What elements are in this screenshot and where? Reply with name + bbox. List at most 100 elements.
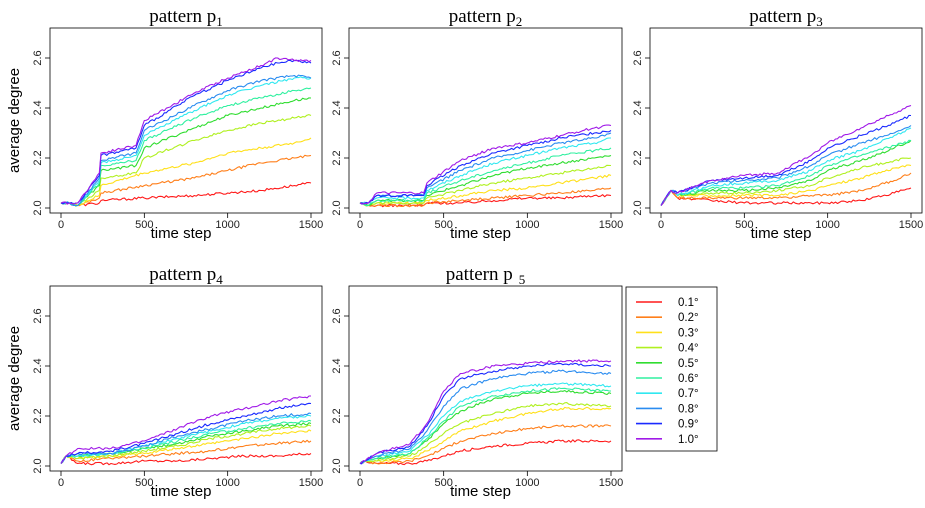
panel-title-subscript: 5: [519, 272, 526, 287]
x-tick-label: 1000: [815, 219, 839, 231]
x-tick-label: 1500: [899, 219, 923, 231]
series-line-0.1°: [60, 452, 312, 466]
y-tick-label: 2.2: [632, 150, 644, 165]
panel-title: pattern p1: [149, 6, 223, 29]
plot-frame: [348, 285, 623, 472]
legend-label: 0.4°: [678, 343, 699, 355]
series-line-0.7°: [359, 382, 612, 464]
series-line-1.0°: [359, 124, 612, 205]
x-tick-label: 1500: [599, 219, 623, 231]
series-line-1.0°: [60, 57, 312, 205]
y-tick-label: 2.6: [32, 50, 44, 65]
panel-title-main: pattern p: [449, 6, 516, 27]
x-tick-label: 1000: [515, 219, 539, 231]
plot-frame: [49, 27, 323, 214]
y-tick-label: 2.0: [331, 200, 343, 215]
series-line-0.2°: [660, 172, 912, 206]
x-tick-label: 500: [135, 219, 153, 231]
panel-title: pattern p4: [149, 264, 223, 287]
x-tick-label: 0: [357, 219, 363, 231]
series-line-0.9°: [60, 59, 312, 205]
x-tick-label: 1500: [599, 477, 623, 489]
y-tick-label: 2.0: [331, 458, 343, 473]
series-line-0.2°: [359, 187, 612, 208]
series-line-1.0°: [660, 104, 912, 206]
series-line-0.7°: [660, 127, 912, 206]
y-tick-label: 2.0: [632, 200, 644, 215]
legend-label: 0.1°: [678, 297, 699, 309]
y-tick-label: 2.0: [32, 200, 44, 215]
legend-entry: 0.6°: [636, 373, 699, 385]
x-tick-label: 0: [658, 219, 664, 231]
series-line-0.7°: [359, 137, 611, 205]
series-line-0.9°: [60, 402, 312, 464]
x-tick-label: 1000: [215, 219, 239, 231]
series-line-0.3°: [660, 164, 912, 206]
series-line-0.5°: [359, 154, 612, 207]
series-line-0.6°: [359, 147, 612, 207]
y-tick-label: 2.6: [32, 308, 44, 323]
y-tick-label: 2.6: [331, 308, 343, 323]
series-line-0.8°: [60, 412, 312, 464]
legend-label: 0.8°: [678, 403, 699, 415]
series-line-0.4°: [359, 402, 612, 464]
chart-panel-5: 2.0 2.2 2.4 2.6 0 500 1000 1500 time step pattern…: [331, 264, 623, 500]
panel-title-subscript: 1: [216, 14, 223, 29]
legend-entry: 0.9°: [636, 419, 699, 431]
plot-frame: [649, 27, 923, 214]
chart-panel-4: 2.0 2.2 2.4 2.6 0 500 1000 1500 time step average…: [6, 264, 323, 500]
plot-frame: [49, 285, 323, 472]
legend-label: 0.7°: [678, 388, 699, 400]
legend: 0.1° 0.2° 0.3° 0.4° 0.5° 0.6° 0.7° 0.8° 0.9° 1.0°: [625, 286, 718, 452]
series-line-0.2°: [60, 154, 312, 207]
y-tick-label: 2.2: [32, 150, 44, 165]
legend-entry: 0.3°: [636, 327, 699, 339]
series-line-0.1°: [660, 187, 912, 206]
x-axis-label: time step: [151, 225, 212, 242]
panel-title-subscript: 2: [516, 14, 523, 29]
legend-label: 0.9°: [678, 419, 699, 431]
y-tick-label: 2.4: [32, 358, 44, 373]
legend-entry: 0.2°: [636, 312, 699, 324]
x-tick-label: 500: [434, 477, 452, 489]
series-line-1.0°: [60, 395, 311, 464]
series-line-0.2°: [359, 424, 612, 465]
series-line-0.4°: [359, 164, 612, 207]
legend-entry: 0.5°: [636, 358, 699, 370]
y-tick-label: 2.4: [632, 100, 644, 115]
legend-entry: 0.1°: [636, 297, 699, 309]
y-tick-label: 2.4: [32, 100, 44, 115]
x-tick-label: 1000: [215, 477, 239, 489]
series-line-0.5°: [660, 140, 912, 206]
series-line-0.6°: [60, 87, 312, 207]
y-tick-label: 2.2: [331, 408, 343, 423]
series-line-0.3°: [60, 429, 312, 464]
panel-title-subscript: 3: [816, 14, 823, 29]
series-line-0.4°: [60, 424, 312, 464]
x-tick-label: 0: [58, 219, 64, 231]
legend-entry: 1.0°: [636, 434, 699, 446]
series-line-0.4°: [60, 114, 312, 207]
panel-title-main: pattern p: [446, 264, 513, 285]
panel-title: pattern p 5: [446, 264, 526, 287]
panel-title-subscript: 4: [216, 272, 223, 287]
series-line-0.3°: [359, 406, 612, 464]
y-tick-label: 2.2: [32, 408, 44, 423]
y-tick-label: 2.0: [32, 458, 44, 473]
legend-label: 1.0°: [678, 434, 699, 446]
series-line-0.2°: [60, 439, 312, 464]
series-line-0.1°: [60, 181, 312, 207]
chart-panel-2: 2.0 2.2 2.4 2.6 0 500 1000 1500 time step pattern…: [331, 6, 623, 242]
panel-title: pattern p3: [749, 6, 823, 29]
x-axis-label: time step: [450, 225, 511, 242]
x-tick-label: 0: [58, 477, 64, 489]
y-tick-label: 2.4: [331, 358, 343, 373]
legend-label: 0.2°: [678, 312, 699, 324]
chart-panel-1: 2.0 2.2 2.4 2.6 0 500 1000 1500 time step average…: [6, 6, 323, 242]
x-tick-label: 1500: [299, 219, 323, 231]
x-tick-label: 500: [434, 219, 452, 231]
series-line-0.5°: [60, 97, 312, 207]
series-line-0.6°: [359, 387, 611, 464]
